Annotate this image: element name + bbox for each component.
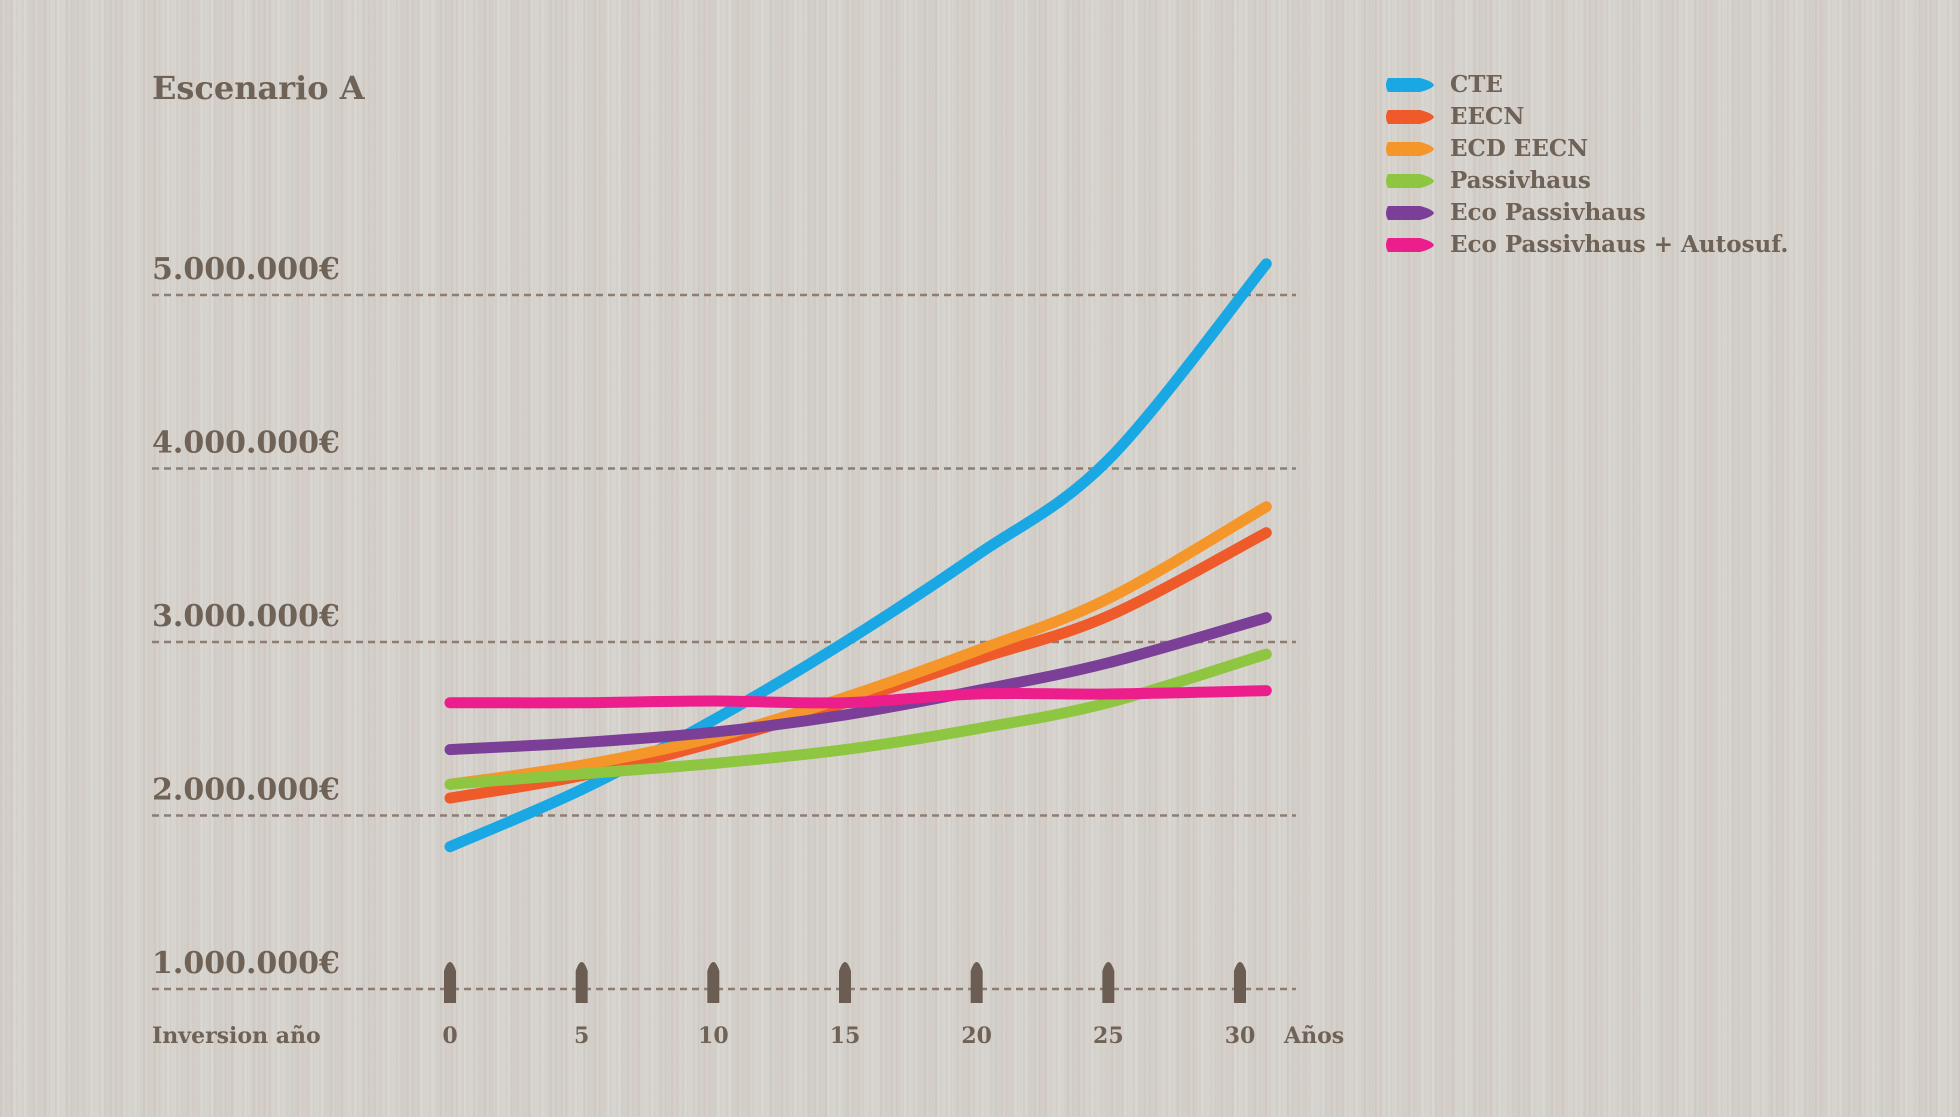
x-tick-marker [444, 962, 456, 1003]
legend-label: ECD EECN [1450, 135, 1588, 162]
x-tick-label: 15 [830, 1023, 861, 1049]
legend-label: CTE [1450, 71, 1503, 98]
series-line [444, 612, 1272, 756]
y-tick-label: 1.000.000€ [152, 946, 340, 981]
legend-label: Eco Passivhaus + Autosuf. [1450, 231, 1788, 258]
legend-swatch [1386, 174, 1434, 188]
legend-swatch [1386, 238, 1434, 252]
x-tick-marker [707, 962, 720, 1003]
x-tick-marker [1102, 962, 1115, 1003]
x-tick-label: 10 [698, 1023, 729, 1049]
x-tick-labels: 0 5 10 15 20 25 30 [442, 1023, 1255, 1049]
x-tick-label: 20 [961, 1023, 992, 1049]
x-tick-label: 30 [1225, 1023, 1256, 1049]
series-line [444, 685, 1272, 709]
y-tick-label: 4.000.000€ [152, 426, 340, 461]
series-line [444, 527, 1272, 804]
chart-title: Escenario A [152, 69, 366, 107]
legend-label: EECN [1450, 103, 1524, 130]
legend-swatch [1386, 110, 1434, 124]
legend-swatch [1386, 142, 1434, 156]
x-axis-label: Años [1283, 1023, 1344, 1049]
series-line [444, 258, 1272, 853]
y-tick-label: 3.000.000€ [152, 599, 340, 634]
series-layer [444, 258, 1272, 853]
x-axis-prefix-label: Inversion año [152, 1023, 321, 1049]
x-tick-marker [1234, 962, 1246, 1003]
legend-swatch [1386, 78, 1434, 92]
y-tick-label: 5.000.000€ [152, 252, 340, 287]
x-tick-marker [970, 962, 983, 1003]
y-tick-label: 2.000.000€ [152, 773, 340, 808]
x-tick-markers [444, 962, 1246, 1003]
x-tick-label: 25 [1093, 1023, 1124, 1049]
y-tick-labels: 1.000.000€ 2.000.000€ 3.000.000€ 4.000.000€… [152, 252, 340, 981]
legend-swatch [1386, 206, 1434, 220]
legend-label: Passivhaus [1450, 167, 1591, 194]
x-tick-marker [839, 962, 851, 1003]
legend-label: Eco Passivhaus [1450, 199, 1646, 226]
grid-layer [152, 293, 1296, 991]
x-tick-label: 0 [442, 1023, 457, 1049]
x-tick-marker [575, 962, 588, 1003]
series-line [444, 648, 1272, 790]
x-tick-label: 5 [574, 1023, 589, 1049]
legend: CTE EECN ECD EECN Passivhaus Eco Passivhaus E… [1386, 71, 1788, 258]
